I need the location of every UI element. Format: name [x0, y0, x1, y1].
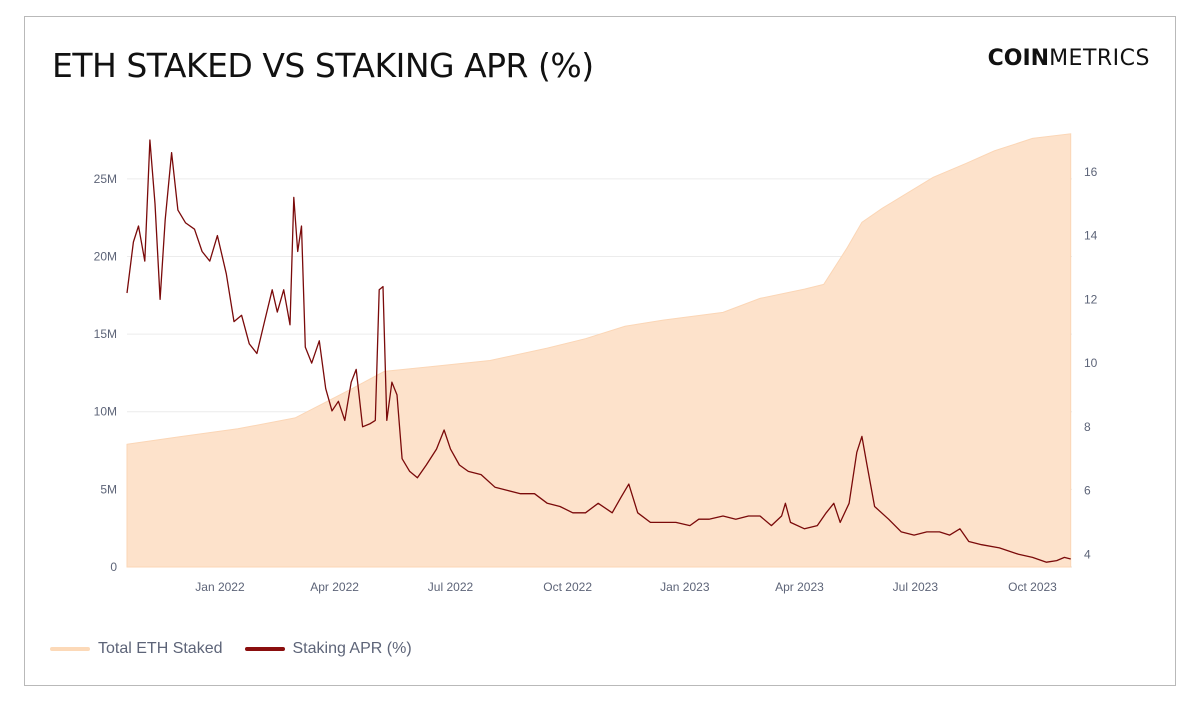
legend-label-staked: Total ETH Staked [98, 640, 223, 657]
x-tick-label: Apr 2022 [310, 580, 359, 594]
page-title: ETH STAKED VS STAKING APR (%) [52, 46, 594, 85]
x-tick-label: Jan 2022 [195, 580, 245, 594]
legend-item-apr[interactable]: Staking APR (%) [244, 640, 412, 658]
series-area-total-eth-staked [126, 133, 1072, 568]
x-tick-label: Oct 2023 [1008, 580, 1057, 594]
x-tick-label: Apr 2023 [775, 580, 824, 594]
legend-label-apr: Staking APR (%) [292, 640, 412, 657]
area-layer [126, 133, 1072, 568]
x-tick-label: Jan 2023 [660, 580, 710, 594]
brand-logo: COINMETRICS [988, 46, 1150, 71]
tick-labels: 0 5M 10M 15M 20M 25M 4 6 8 10 12 14 16 Jan 2022 Apr 20… [94, 165, 1098, 594]
y-right-tick-label: 4 [1084, 547, 1091, 561]
y-right-tick-label: 6 [1084, 484, 1091, 498]
y-left-tick-label: 25M [94, 172, 117, 186]
x-tick-label: Jul 2023 [893, 580, 939, 594]
brand-logo-bold: COIN [987, 46, 1050, 71]
x-tick-label: Oct 2022 [543, 580, 592, 594]
line-layer [126, 139, 1071, 563]
series-line-staking-apr [126, 139, 1071, 563]
y-right-tick-label: 16 [1084, 165, 1098, 179]
legend: Total ETH Staked Staking APR (%) [50, 640, 434, 658]
y-left-tick-label: 10M [94, 405, 117, 419]
brand-logo-light: METRICS [1049, 46, 1150, 71]
y-left-tick-label: 5M [100, 482, 117, 496]
legend-swatch-apr [244, 647, 285, 651]
y-left-tick-label: 15M [94, 327, 117, 341]
y-right-tick-label: 14 [1084, 229, 1098, 243]
y-left-tick-label: 0 [110, 560, 117, 574]
y-right-tick-label: 10 [1084, 356, 1098, 370]
legend-item-staked[interactable]: Total ETH Staked [50, 640, 223, 658]
legend-swatch-staked [50, 647, 90, 651]
x-tick-label: Jul 2022 [428, 580, 474, 594]
y-right-tick-label: 12 [1084, 292, 1098, 306]
y-right-tick-label: 8 [1084, 420, 1091, 434]
y-left-tick-label: 20M [94, 249, 117, 263]
